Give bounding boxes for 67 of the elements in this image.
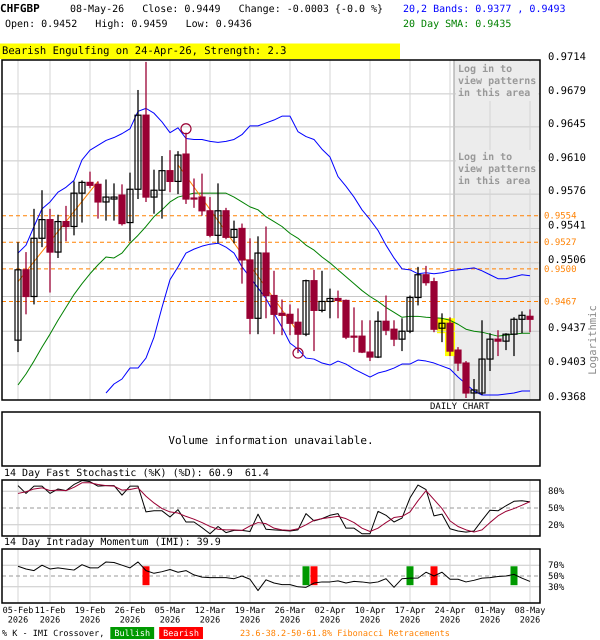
- y-tick-label: 0.9645: [548, 118, 586, 130]
- ref-line-label: 0.9500: [544, 264, 577, 275]
- line-series: [18, 192, 530, 386]
- candlestick: [62, 205, 70, 242]
- candlestick: [526, 308, 534, 333]
- x-tick-label: 08-May 2026: [514, 606, 546, 626]
- line-series: [106, 242, 530, 396]
- text: Bearish Engulfing on 24-Apr-26, Strength: 2.3: [2, 45, 286, 57]
- y-tick-label: 50%: [548, 572, 565, 582]
- candlestick: [254, 236, 262, 335]
- annotation: Log in to view patterns in this area: [458, 63, 536, 99]
- legend-title: % K - IMI Crossover,: [2, 629, 104, 639]
- y-tick-label: 0.9610: [548, 152, 586, 164]
- ref-line-label: 0.9527: [544, 238, 577, 248]
- x-tick-label: 01-May 2026: [474, 606, 506, 626]
- candlestick: [166, 150, 174, 193]
- x-tick-label: 12-Mar 2026: [194, 606, 226, 626]
- x-tick-label: 17-Apr 2026: [394, 606, 426, 626]
- x-tick-label: 26-Mar 2026: [274, 606, 306, 626]
- y-tick-label: 80%: [548, 487, 565, 498]
- x-tick-label: 05-Feb 2026: [2, 606, 34, 626]
- y-tick-label: 20%: [548, 520, 565, 531]
- x-tick-label: 19-Mar 2026: [234, 606, 266, 626]
- y-tick-label: 0.9403: [548, 356, 586, 368]
- x-tick-label: 24-Apr 2026: [434, 606, 466, 626]
- candlestick: [374, 310, 382, 359]
- chart-title: CHFGBP: [0, 2, 40, 15]
- candlestick: [14, 242, 22, 353]
- text: 20,2 Bands: 0.9377 , 0.9493: [403, 4, 566, 15]
- x-tick-label: 02-Apr 2026: [314, 606, 346, 626]
- text: 20 Day SMA: 0.9435: [403, 19, 512, 30]
- ref-line-label: 0.9467: [544, 297, 577, 308]
- ref-line-label: 0.9554: [544, 212, 577, 222]
- candlestick: [230, 220, 238, 244]
- chart-subtitle: 08-May-26 Close: 0.9449 Change: -0.0003 {-0.0 %}: [70, 4, 384, 15]
- y-tick-label: 0.9714: [548, 51, 586, 63]
- candlestick: [174, 150, 182, 195]
- y-tick-label: 0.9368: [548, 391, 586, 403]
- y-tick-label: 0.9541: [548, 219, 586, 232]
- annotation: Log in to view patterns in this area: [458, 151, 536, 187]
- candlestick: [214, 182, 222, 244]
- x-tick-label: 19-Feb 2026: [74, 606, 106, 626]
- candlestick: [494, 330, 502, 357]
- chart-title: 14 Day Intraday Momentum (IMI): 39.9: [4, 537, 221, 548]
- x-tick-label: 05-Mar 2026: [154, 606, 186, 626]
- y-tick-label: 0.9506: [548, 254, 586, 266]
- y-tick-label: 0.9437: [548, 322, 586, 334]
- y-tick-label: 0.9679: [548, 84, 586, 97]
- text: Bearish: [163, 629, 199, 639]
- candlestick: [438, 312, 446, 343]
- candlestick: [54, 214, 62, 259]
- line-series: [18, 561, 530, 592]
- x-tick-label: 26-Feb 2026: [114, 606, 146, 626]
- candlestick: [302, 279, 310, 337]
- text: Open: 0.9452 High: 0.9459 Low: 0.9436: [5, 19, 252, 30]
- y-tick-label: 0.9576: [548, 185, 586, 198]
- x-tick-label: 10-Apr 2026: [354, 606, 386, 626]
- text: Volume information unavailable.: [168, 434, 374, 447]
- text: 23.6-38.2-50-61.8% Fibonacci Retracements: [240, 629, 450, 639]
- text: Bullish: [114, 629, 150, 639]
- y-tick-label: 30%: [548, 582, 565, 593]
- y-tick-label: 50%: [548, 504, 565, 514]
- x-tick-label: 11-Feb 2026: [34, 606, 66, 626]
- y-tick-label: 70%: [548, 561, 565, 572]
- chart-title: 14 Day Fast Stochastic (%K) (%D): 60.9 61.4: [4, 468, 269, 479]
- text: DAILY CHART: [430, 402, 490, 412]
- y-axis-title: Logarithmic: [587, 305, 599, 375]
